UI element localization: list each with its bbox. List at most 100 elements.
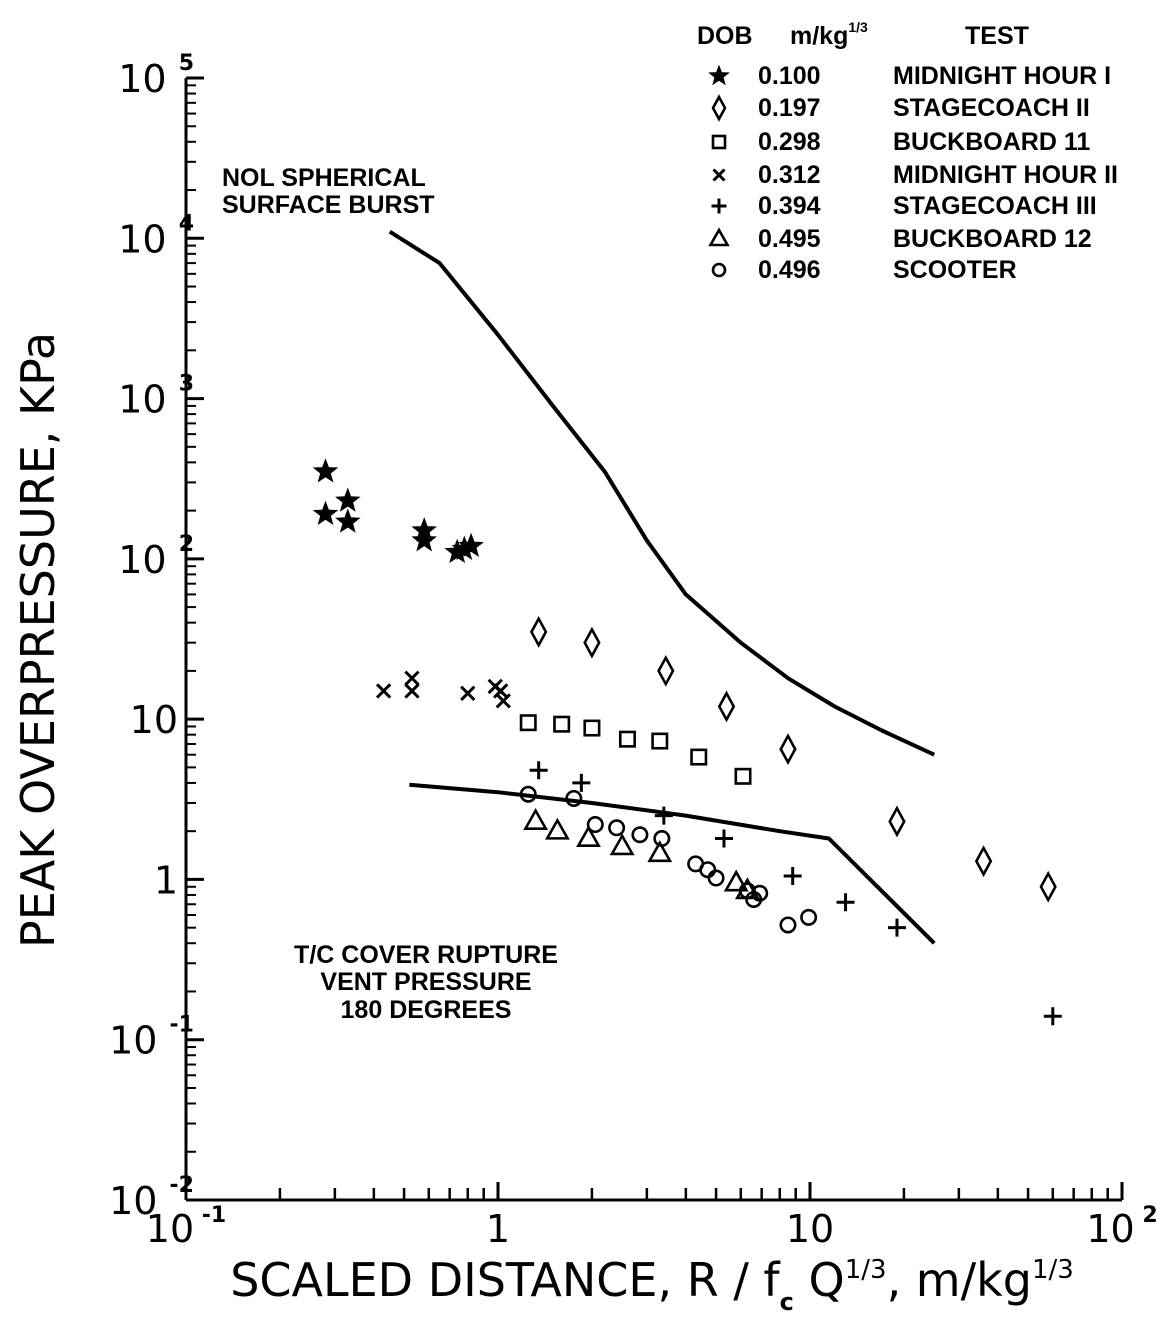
legend-test-name: STAGECOACH II [893, 94, 1090, 122]
point-plus-stagecoach-iii [714, 829, 733, 848]
legend-test-name: MIDNIGHT HOUR I [893, 62, 1111, 90]
point-star-midnight-hour-i [335, 487, 361, 512]
tc-label-line2: VENT PRESSURE [320, 968, 531, 996]
x-tick-label: 1 [486, 1207, 510, 1251]
point-diamond-stagecoach-ii [888, 805, 906, 838]
data-points [312, 458, 1062, 1026]
point-plus-stagecoach-iii [783, 867, 802, 886]
legend-marker-plus [711, 198, 727, 214]
legend-marker-circle [711, 262, 727, 278]
y-tick-label: 10 [130, 698, 178, 742]
point-square-buckboard-11 [734, 767, 752, 785]
point-circle-scooter [699, 861, 717, 879]
point-star-midnight-hour-i [458, 532, 484, 558]
point-circle-scooter [519, 785, 537, 803]
point-cross-midnight-hour-ii [404, 683, 420, 699]
point-square-buckboard-11 [583, 719, 601, 737]
point-cross-midnight-hour-ii [375, 683, 392, 699]
point-cross-midnight-hour-ii [495, 693, 511, 709]
y-tick-label: 10 3 [118, 372, 194, 422]
point-square-buckboard-11 [618, 730, 636, 748]
point-plus-stagecoach-iii [836, 893, 855, 912]
point-triangle-buckboard-12 [544, 817, 570, 840]
x-tick-label: 10 -1 [146, 1203, 226, 1251]
point-diamond-stagecoach-ii [657, 654, 675, 687]
x-tick-label: 10 2 [1086, 1203, 1157, 1251]
point-triangle-buckboard-12 [647, 840, 673, 863]
legend-marker-triangle [708, 227, 730, 247]
annotations: NOL SPHERICAL SURFACE BURST T/C COVER RU… [222, 164, 558, 1024]
point-circle-scooter [707, 869, 725, 887]
point-circle-scooter [586, 816, 604, 834]
x-axis-title: SCALED DISTANCE, R / fc Q1/3, m/kg1/3 [230, 1253, 1074, 1316]
legend-dob-value: 0.394 [758, 192, 821, 220]
point-diamond-stagecoach-ii [529, 616, 548, 648]
point-triangle-buckboard-12 [723, 869, 749, 892]
point-plus-stagecoach-iii [529, 761, 548, 780]
point-circle-scooter [653, 830, 671, 848]
legend-marker-cross [712, 168, 726, 182]
y-tick-label: 10 -1 [109, 1013, 194, 1063]
tc-vent-curve [409, 782, 936, 945]
legend-test-name: STAGECOACH III [893, 192, 1097, 220]
point-cross-midnight-hour-ii [404, 670, 420, 686]
point-triangle-buckboard-12 [576, 825, 601, 848]
point-star-midnight-hour-i [312, 500, 339, 526]
point-plus-stagecoach-iii [572, 773, 591, 792]
point-diamond-stagecoach-ii [779, 733, 797, 766]
point-star-midnight-hour-i [411, 527, 437, 552]
point-circle-scooter [800, 908, 818, 926]
y-axis-title: PEAK OVERPRESSURE, KPa [11, 332, 65, 948]
point-circle-scooter [751, 884, 769, 902]
y-tick-label: 10 -2 [109, 1173, 194, 1223]
legend-dob-value: 0.312 [758, 161, 821, 189]
legend-header-unit: m/kg1/3 [790, 19, 868, 50]
legend: DOB m/kg1/3 TEST 0.100 MIDNIGHT HOUR I 0.197 S… [697, 19, 1118, 284]
point-diamond-stagecoach-ii [974, 845, 993, 878]
point-diamond-stagecoach-ii [583, 626, 601, 659]
legend-dob-value: 0.496 [758, 256, 821, 284]
point-cross-midnight-hour-ii [460, 685, 476, 701]
nol-label-line2: SURFACE BURST [222, 191, 435, 219]
point-plus-stagecoach-iii [887, 918, 906, 937]
legend-marker-diamond [711, 94, 727, 122]
y-tick-label: 10 2 [118, 532, 194, 582]
legend-test-name: BUCKBOARD 11 [893, 128, 1090, 156]
point-circle-scooter [779, 916, 797, 934]
reference-curves [388, 230, 936, 945]
point-circle-scooter [631, 826, 649, 844]
point-diamond-stagecoach-ii [1039, 870, 1057, 903]
point-square-buckboard-11 [651, 732, 669, 750]
y-tick-label: 10 5 [118, 51, 194, 101]
tc-label-line1: T/C COVER RUPTURE [294, 941, 558, 969]
legend-marker-star [708, 64, 730, 86]
point-triangle-buckboard-12 [523, 808, 549, 830]
legend-test-name: SCOOTER [893, 256, 1017, 284]
legend-dob-value: 0.100 [758, 62, 821, 90]
nol-label-line1: NOL SPHERICAL [222, 164, 426, 192]
legend-header-test: TEST [965, 22, 1029, 50]
point-triangle-buckboard-12 [609, 833, 635, 856]
tc-label-line3: 180 DEGREES [341, 996, 512, 1024]
legend-dob-value: 0.197 [758, 94, 821, 122]
point-plus-stagecoach-iii [654, 806, 673, 825]
legend-dob-value: 0.495 [758, 225, 821, 253]
legend-test-name: MIDNIGHT HOUR II [893, 161, 1118, 189]
legend-test-name: BUCKBOARD 12 [893, 225, 1092, 253]
point-star-midnight-hour-i [335, 508, 361, 533]
y-tick-label: 10 4 [118, 211, 194, 261]
point-circle-scooter [608, 819, 626, 837]
point-star-midnight-hour-i [312, 458, 339, 483]
legend-dob-value: 0.298 [758, 128, 821, 156]
nol-curve [388, 230, 936, 757]
y-tick-label: 1 [154, 858, 178, 902]
point-square-buckboard-11 [553, 715, 571, 733]
point-circle-scooter [565, 789, 583, 807]
point-diamond-stagecoach-ii [717, 690, 736, 723]
point-square-buckboard-11 [690, 748, 708, 766]
x-tick-label: 10 [786, 1207, 834, 1251]
legend-marker-square [711, 134, 727, 150]
